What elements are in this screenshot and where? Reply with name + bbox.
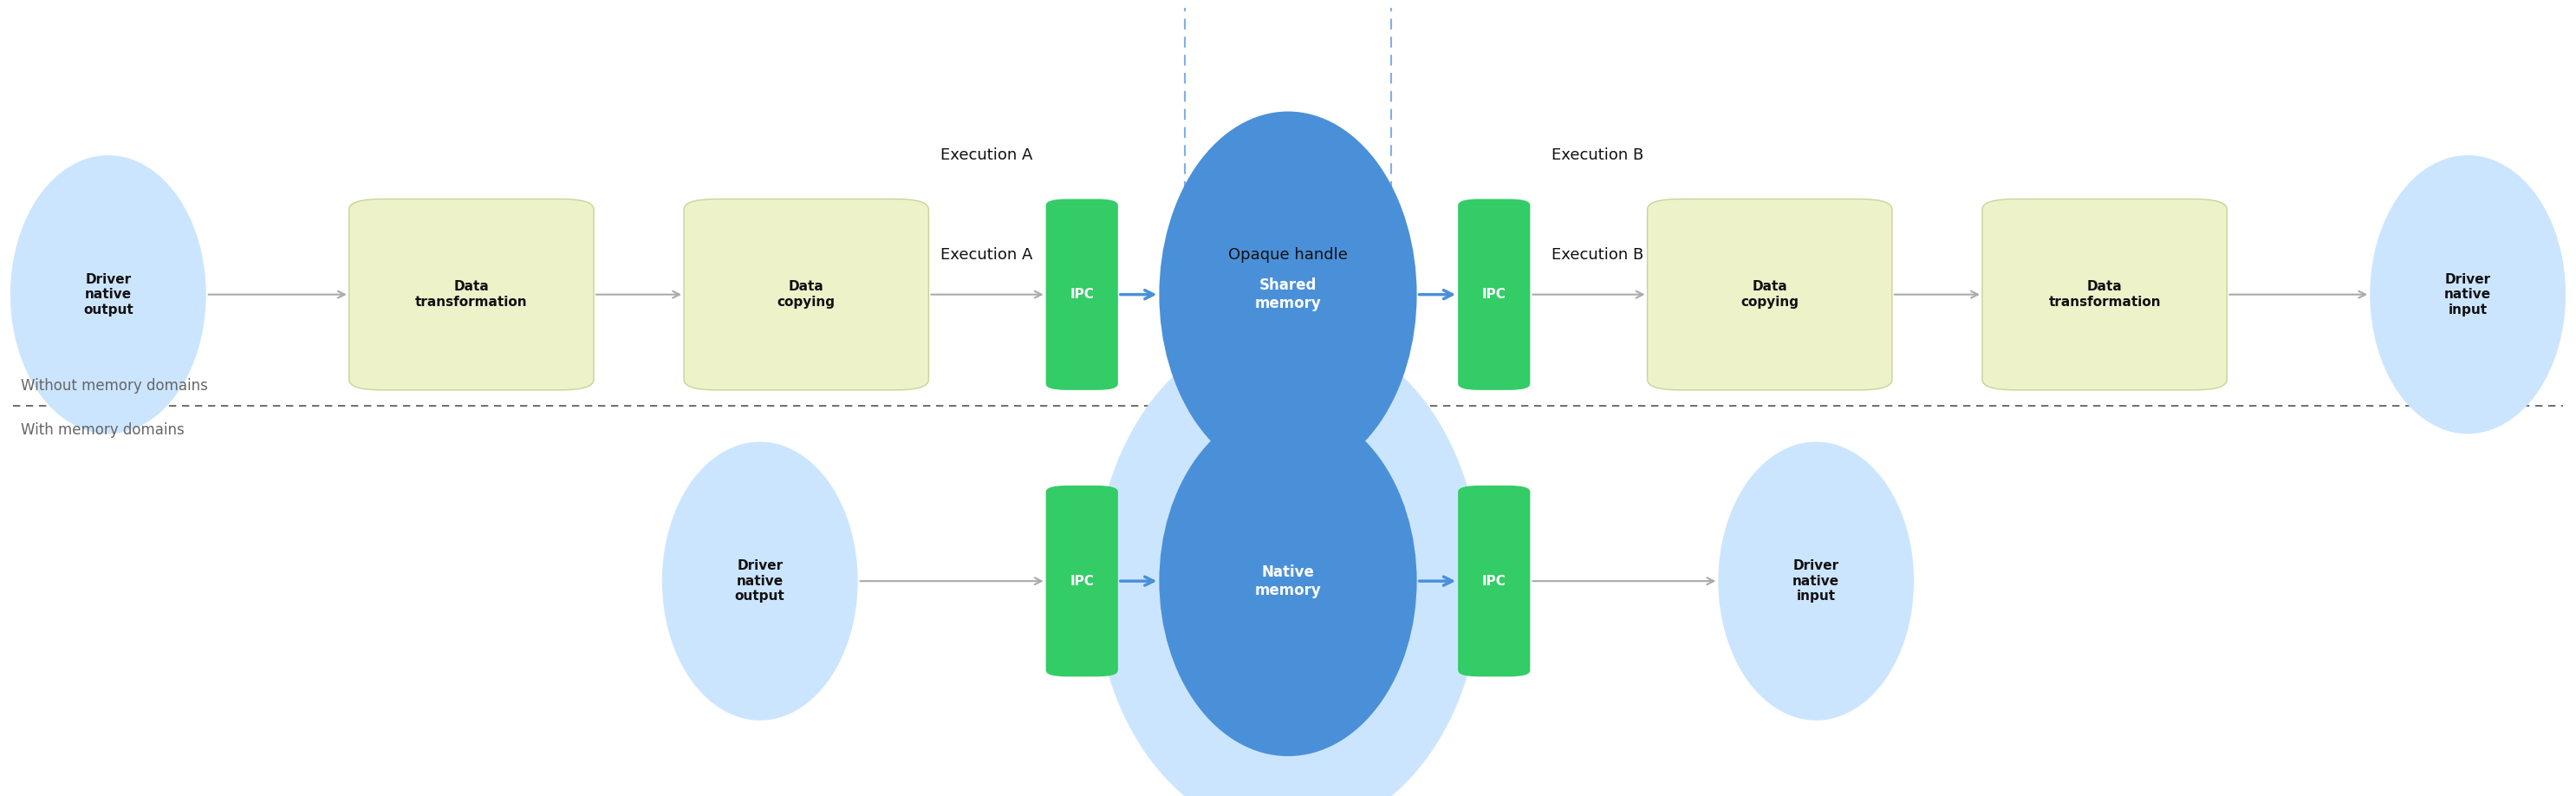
- Text: IPC: IPC: [1481, 288, 1507, 301]
- FancyBboxPatch shape: [685, 199, 930, 390]
- FancyBboxPatch shape: [1046, 486, 1118, 677]
- Ellipse shape: [2370, 155, 2566, 434]
- Ellipse shape: [1159, 111, 1417, 478]
- Text: Without memory domains: Without memory domains: [21, 378, 209, 394]
- Text: Data
transformation: Data transformation: [415, 280, 528, 309]
- FancyBboxPatch shape: [1458, 199, 1530, 390]
- Text: Data
transformation: Data transformation: [2048, 280, 2161, 309]
- Text: IPC: IPC: [1069, 288, 1095, 301]
- Text: IPC: IPC: [1069, 575, 1095, 587]
- Ellipse shape: [10, 155, 206, 434]
- Ellipse shape: [1095, 326, 1481, 796]
- Text: Driver
native
input: Driver native input: [2445, 273, 2491, 316]
- Ellipse shape: [1159, 406, 1417, 756]
- Text: Driver
native
output: Driver native output: [82, 273, 134, 316]
- Text: With memory domains: With memory domains: [21, 422, 185, 438]
- Text: Driver
native
output: Driver native output: [734, 560, 786, 603]
- Text: IPC: IPC: [1481, 575, 1507, 587]
- Text: Execution B: Execution B: [1551, 147, 1643, 163]
- FancyBboxPatch shape: [1046, 199, 1118, 390]
- FancyBboxPatch shape: [1458, 486, 1530, 677]
- Text: Driver
native
input: Driver native input: [1793, 560, 1839, 603]
- Text: Native
memory: Native memory: [1255, 564, 1321, 598]
- Text: Data
copying: Data copying: [1741, 280, 1798, 309]
- Text: Data
copying: Data copying: [778, 280, 835, 309]
- Text: Opaque handle: Opaque handle: [1229, 247, 1347, 263]
- FancyBboxPatch shape: [1984, 199, 2226, 390]
- FancyBboxPatch shape: [1649, 199, 1891, 390]
- FancyBboxPatch shape: [350, 199, 592, 390]
- Ellipse shape: [662, 442, 858, 720]
- Ellipse shape: [1718, 442, 1914, 720]
- Text: Execution A: Execution A: [940, 147, 1033, 163]
- Text: Execution A: Execution A: [940, 247, 1033, 263]
- Text: Shared
memory: Shared memory: [1255, 278, 1321, 311]
- Text: Execution B: Execution B: [1551, 247, 1643, 263]
